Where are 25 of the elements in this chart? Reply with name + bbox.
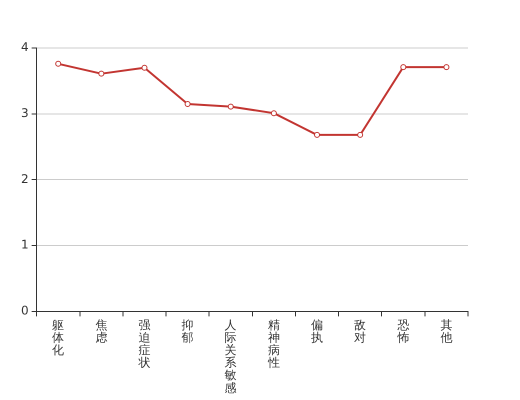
point [98, 70, 104, 77]
point [270, 110, 277, 116]
x-tick-label: 抑郁 [182, 318, 194, 344]
x-tick-label: 偏执 [311, 318, 324, 344]
x-tick-label: 人际关系敏感 [224, 318, 237, 395]
x-tick-label: 其他 [440, 318, 452, 344]
point [228, 104, 234, 110]
point [357, 132, 364, 138]
x-tick-label: 焦虑 [95, 318, 108, 344]
point [400, 64, 406, 70]
y-tick-label: 4 [20, 40, 29, 54]
y-tick-label: 3 [20, 106, 29, 120]
x-tick-label: 敌对 [354, 318, 366, 344]
point [55, 60, 62, 67]
point [184, 100, 191, 107]
x-tick-label: 躯体化 [52, 318, 64, 358]
point [443, 64, 450, 70]
y-tick-label: 0 [20, 304, 29, 318]
y-tick-label: 2 [20, 172, 29, 186]
x-tick-label: 恐怖 [396, 318, 410, 344]
y-tick-label: 1 [20, 238, 29, 252]
x-tick-label: 强迫症状 [137, 318, 150, 370]
point [314, 132, 320, 138]
x-tick-label: 精神病性 [266, 318, 280, 370]
point [141, 64, 148, 71]
